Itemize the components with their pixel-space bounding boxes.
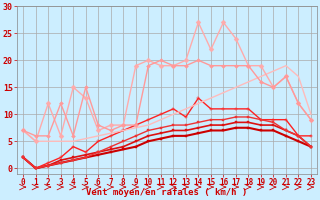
X-axis label: Vent moyen/en rafales ( km/h ): Vent moyen/en rafales ( km/h ) [86,188,248,197]
